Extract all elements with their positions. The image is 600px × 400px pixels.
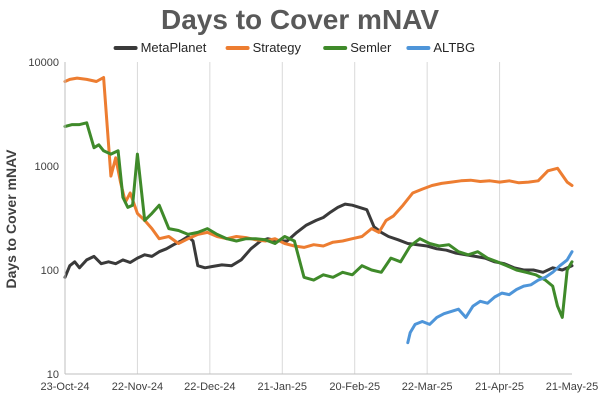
- chart-title: Days to Cover mNAV: [161, 4, 439, 35]
- legend-label-strategy: Strategy: [253, 40, 302, 55]
- y-tick-label: 1000: [35, 161, 59, 173]
- x-tick-label: 21-May-25: [546, 381, 599, 393]
- x-tick-label: 23-Oct-24: [41, 381, 90, 393]
- series-line-strategy: [63, 76, 574, 249]
- series-lines: [63, 76, 574, 345]
- series-line-metaplanet: [63, 202, 574, 279]
- x-tick-label: 22-Dec-24: [184, 381, 235, 393]
- x-tick-label: 20-Feb-25: [329, 381, 380, 393]
- x-tick-label: 22-Nov-24: [112, 381, 163, 393]
- plot-area: 23-Oct-24 22-Nov-24 22-Dec-24 21-Jan-25 20-F…: [28, 57, 598, 393]
- y-tick-label: 100: [41, 265, 59, 277]
- legend-label-altbg: ALTBG: [433, 40, 475, 55]
- x-tick-label: 21-Jan-25: [258, 381, 308, 393]
- axes: 23-Oct-24 22-Nov-24 22-Dec-24 21-Jan-25 20-F…: [28, 57, 598, 393]
- series-line-altbg: [406, 250, 574, 345]
- y-axis-label: Days to Cover mNAV: [3, 149, 19, 289]
- legend-label-semler: Semler: [350, 40, 392, 55]
- y-tick-label: 10: [47, 369, 59, 381]
- series-line-semler: [63, 121, 574, 319]
- legend: MetaPlanet Strategy Semler ALTBG: [113, 40, 475, 55]
- x-tick-label: 22-Mar-25: [402, 381, 453, 393]
- x-tick-label: 21-Apr-25: [475, 381, 524, 393]
- y-tick-label: 10000: [28, 57, 59, 69]
- legend-label-metaplanet: MetaPlanet: [141, 40, 207, 55]
